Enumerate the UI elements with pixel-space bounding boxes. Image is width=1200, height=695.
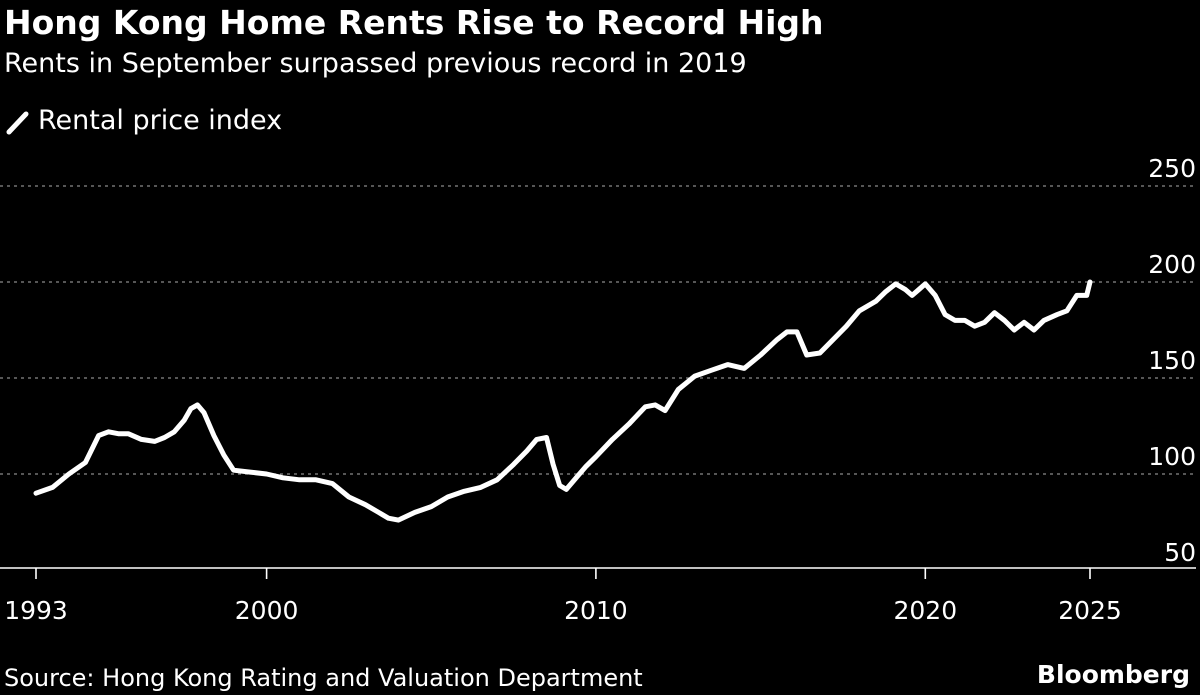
line-swatch-icon	[6, 111, 29, 135]
y-tick-label-100: 100	[1148, 442, 1196, 471]
y-tick-label-50: 50	[1164, 538, 1196, 567]
chart-subtitle: Rents in September surpassed previous re…	[4, 48, 747, 79]
series-group	[33, 279, 1093, 523]
chart-title: Hong Kong Home Rents Rise to Record High	[4, 3, 824, 42]
x-axis: 1993 2000 2010 2020 2025	[0, 567, 1196, 625]
source-note: Source: Hong Kong Rating and Valuation D…	[4, 664, 643, 692]
bloomberg-logo: Bloomberg	[1037, 660, 1190, 689]
y-tick-label-250: 250	[1148, 154, 1196, 183]
legend-label: Rental price index	[38, 105, 282, 136]
x-tick-label-2010: 2010	[564, 596, 628, 625]
legend: Rental price index	[6, 105, 282, 136]
grid	[0, 185, 1196, 475]
x-tick-label-2025: 2025	[1058, 596, 1122, 625]
x-tick-label-2020: 2020	[893, 596, 957, 625]
y-tick-label-150: 150	[1148, 346, 1196, 375]
y-axis: 50 100 150 200 250	[1148, 154, 1196, 567]
y-tick-label-200: 200	[1148, 250, 1196, 279]
series-line-rental-price-index	[33, 279, 1093, 523]
x-tick-label-2000: 2000	[235, 596, 299, 625]
x-tick-label-1993: 1993	[4, 596, 68, 625]
